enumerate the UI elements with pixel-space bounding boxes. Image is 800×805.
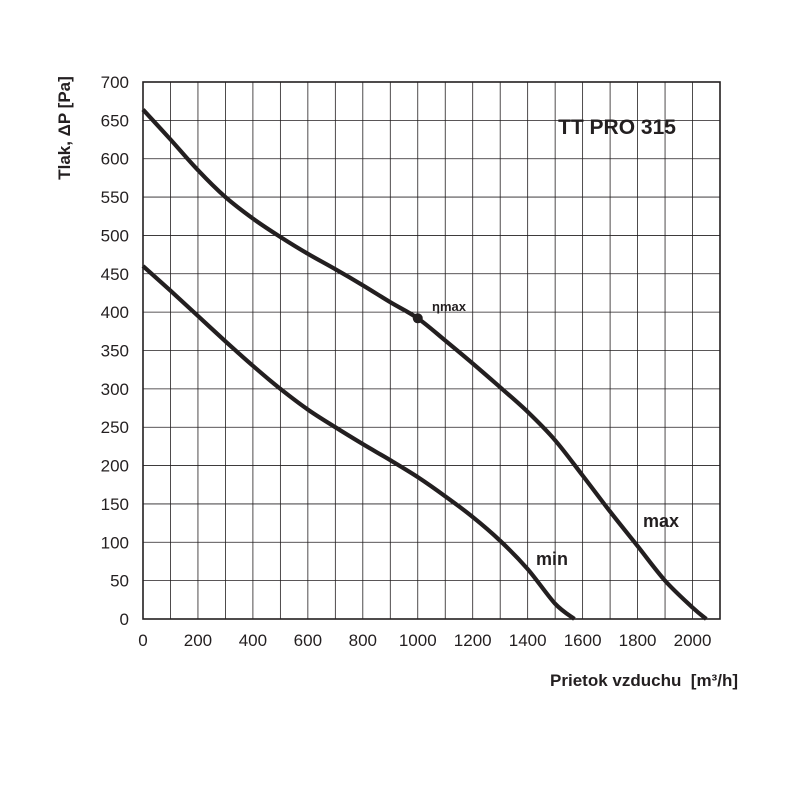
x-tick-label: 1400 xyxy=(509,631,547,650)
y-tick-label: 50 xyxy=(110,572,129,591)
x-tick-label: 400 xyxy=(239,631,267,650)
curves xyxy=(141,108,708,621)
x-tick-label: 1000 xyxy=(399,631,437,650)
x-axis-title: Prietok vzduchu [m³/h] xyxy=(550,671,738,690)
y-tick-label: 600 xyxy=(101,150,129,169)
y-tick-label: 100 xyxy=(101,533,129,552)
y-axis-title: Tlak, ΔP [Pa] xyxy=(55,76,74,180)
y-tick-label: 450 xyxy=(101,265,129,284)
series-label-min: min xyxy=(536,549,568,569)
x-tick-label: 600 xyxy=(294,631,322,650)
x-tick-label: 1200 xyxy=(454,631,492,650)
x-tick-label: 0 xyxy=(138,631,147,650)
y-tick-label: 350 xyxy=(101,342,129,361)
y-tick-label: 400 xyxy=(101,303,129,322)
x-tick-label: 1600 xyxy=(564,631,602,650)
labels: TT PRO 315 Prietok vzduchu [m³/h] Tlak, … xyxy=(55,76,738,690)
x-tick-label: 200 xyxy=(184,631,212,650)
y-tick-label: 650 xyxy=(101,111,129,130)
x-tick-label: 1800 xyxy=(619,631,657,650)
tick-labels: 0 200 400 600 800 1000 1200 1400 1600 1800 2000 0 50… xyxy=(101,73,712,650)
chart-title: TT PRO 315 xyxy=(558,116,676,139)
y-tick-label: 500 xyxy=(101,226,129,245)
series-line-min xyxy=(141,264,576,621)
eta-max-point xyxy=(412,313,423,324)
series-line-max xyxy=(141,108,708,621)
y-tick-label: 700 xyxy=(101,73,129,92)
y-tick-label: 0 xyxy=(120,610,129,629)
x-tick-label: 2000 xyxy=(674,631,712,650)
y-tick-label: 150 xyxy=(101,495,129,514)
y-tick-label: 200 xyxy=(101,457,129,476)
eta-max-annotation: ηmax xyxy=(432,299,467,314)
series-label-max: max xyxy=(643,511,679,531)
x-tick-label: 800 xyxy=(349,631,377,650)
y-tick-label: 550 xyxy=(101,188,129,207)
grid xyxy=(142,81,721,620)
y-tick-label: 300 xyxy=(101,380,129,399)
y-tick-label: 250 xyxy=(101,418,129,437)
plot-frame xyxy=(142,81,721,620)
